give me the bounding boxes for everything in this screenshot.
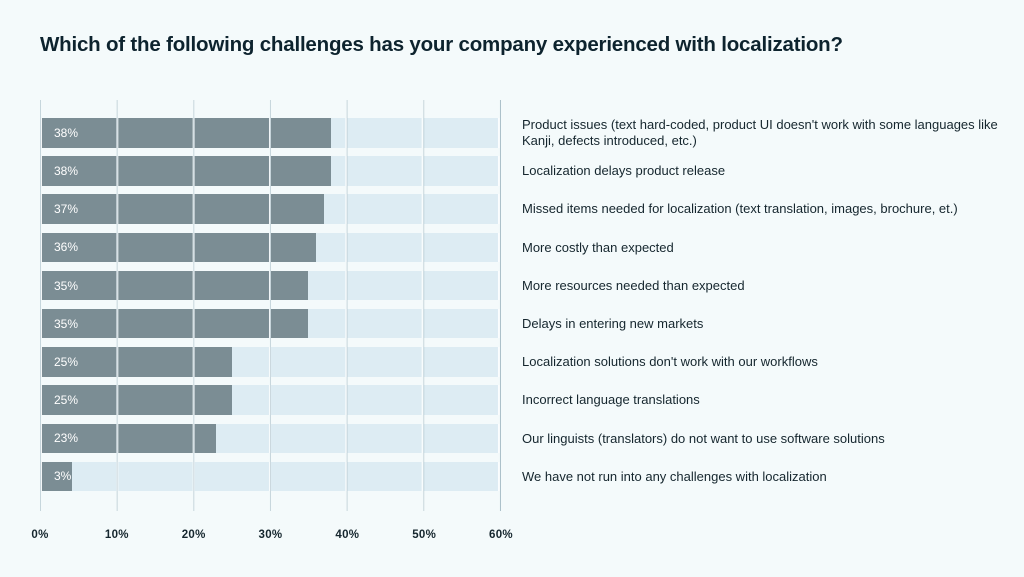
x-tick-label: 60% [489,529,513,541]
category-label: Incorrect language translations [522,392,700,408]
category-label: We have not run into any challenges with… [522,468,827,484]
category-label: Delays in entering new markets [522,316,704,332]
bar-rows: 38% 38% 37% 36% 35% 35% 25% 25% 23% 3% [40,118,500,492]
bar: 25% [40,385,232,415]
bar: 38% [40,156,332,186]
category-label: More resources needed than expected [522,277,745,293]
bar: 25% [40,347,232,377]
bar-track: 25% [40,385,500,415]
bar-row: 38% [40,156,500,186]
plot-area: 38% 38% 37% 36% 35% 35% 25% 25% 23% 3% [40,100,501,511]
bar: 35% [40,270,309,301]
category-labels: Product issues (text hard-coded, product… [522,117,1000,500]
bar-row: 37% [40,194,500,224]
bar-row: 36% [40,232,500,263]
bar-value-label: 35% [54,316,79,331]
bar-row: 38% [40,118,500,148]
bar-track: 25% [40,347,500,377]
bar-value-label: 25% [54,354,79,369]
x-tick-label: 50% [412,529,437,541]
bar-row: 35% [40,308,500,339]
category-label: Localization delays product release [522,163,726,179]
bar-track: 23% [40,423,500,453]
bar-track: 38% [40,156,500,186]
bar-track: 3% [40,461,500,492]
bar-track: 38% [40,118,500,148]
bar: 35% [40,308,309,339]
x-tick-label: 10% [104,529,129,541]
bar-value-label: 38% [54,163,79,178]
bar-value-label: 37% [54,202,79,217]
category-label: Localization solutions don't work with o… [522,354,818,370]
bar: 23% [40,423,217,453]
category-label: Our linguists (translators) do not want … [522,430,885,446]
chart-title: Which of the following challenges has yo… [40,33,843,56]
bar-track: 36% [40,232,500,263]
bar-value-label: 35% [54,278,79,293]
category-label: Product issues (text hard-coded, product… [522,117,998,148]
gridline-breaks [40,461,500,492]
x-axis: 0% 10% 20% 30% 40% 50% 60% [31,529,512,545]
bar-value-label: 25% [54,393,79,408]
bar: 3% [40,461,72,492]
bar-row: 25% [40,347,500,377]
bar: 38% [40,118,332,148]
x-tick-label: 20% [181,529,206,541]
bar-value-label: 36% [54,240,79,255]
bar: 36% [40,232,316,263]
bar-value-label: 3% [54,469,72,484]
x-tick-label: 30% [258,529,283,541]
bar-track: 35% [40,270,500,301]
bar-row: 3% [40,461,500,492]
bar-value-label: 38% [54,125,79,140]
bar-track: 37% [40,194,500,224]
x-tick-label: 0% [31,529,49,541]
bar-row: 25% [40,385,500,415]
x-tick-label: 40% [335,529,360,541]
bar-track: 35% [40,308,500,339]
bar-value-label: 23% [54,431,79,446]
bar: 37% [40,194,324,224]
category-label: Missed items needed for localization (te… [522,201,958,217]
category-label: More costly than expected [522,239,674,255]
bar-row: 35% [40,270,500,301]
bar-row: 23% [40,423,500,453]
